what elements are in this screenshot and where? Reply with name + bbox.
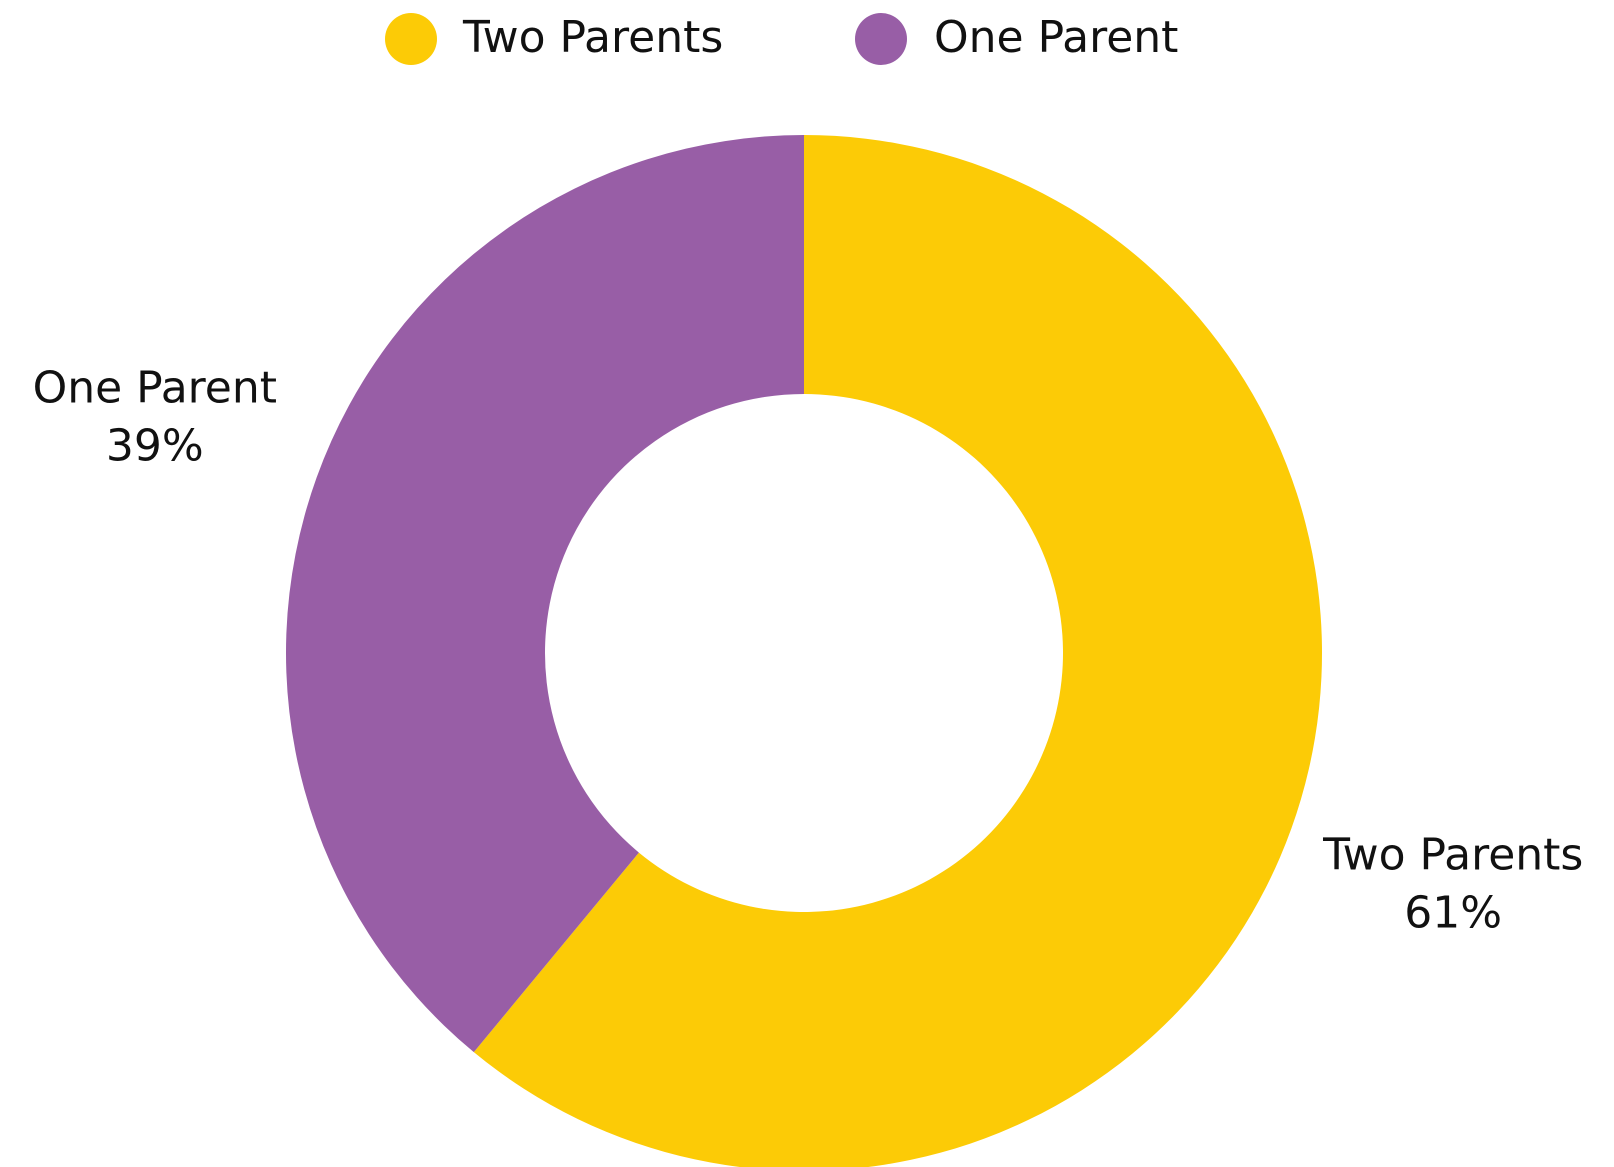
chart: Two Parents One Parent Two Parents 61% One P… [0, 0, 1614, 1167]
data-label-name: One Parent [33, 362, 277, 413]
legend-marker [855, 13, 907, 65]
data-label-value: 39% [106, 420, 204, 471]
legend-label: Two Parents [462, 12, 723, 63]
legend-label: One Parent [934, 12, 1178, 63]
data-label-value: 61% [1404, 888, 1502, 939]
page: Two Parents One Parent Two Parents 61% One P… [0, 0, 1614, 1167]
legend-marker [385, 13, 437, 65]
data-label-name: Two Parents [1322, 830, 1583, 881]
